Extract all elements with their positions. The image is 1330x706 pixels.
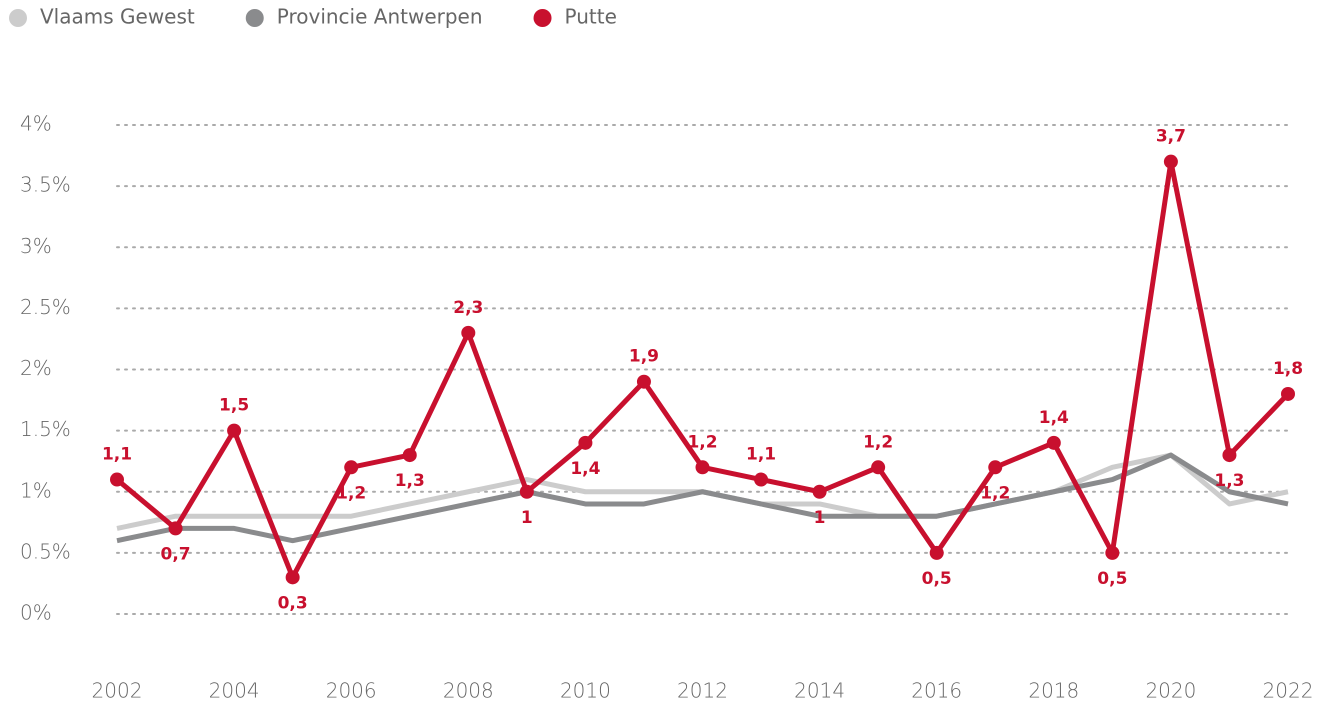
data-point	[754, 472, 769, 487]
data-point	[695, 460, 710, 475]
y-tick-label: 2%	[20, 356, 52, 380]
data-label: 1,3	[1214, 471, 1244, 491]
y-tick-label: 0%	[20, 601, 52, 625]
data-point	[1163, 154, 1178, 169]
x-tick-label: 2010	[560, 679, 611, 703]
y-tick-label: 1.5%	[20, 417, 71, 441]
data-point	[519, 484, 534, 499]
x-tick-label: 2014	[794, 679, 845, 703]
data-point	[1046, 435, 1061, 450]
data-point	[929, 545, 944, 560]
x-tick-label: 2018	[1028, 679, 1079, 703]
data-label: 1	[814, 508, 826, 528]
x-tick-label: 2008	[443, 679, 494, 703]
legend-label: Vlaams Gewest	[40, 5, 195, 29]
data-label: 1,8	[1273, 359, 1303, 379]
legend-marker	[9, 9, 27, 27]
legend-marker	[245, 9, 264, 27]
x-tick-label: 2016	[911, 679, 962, 703]
data-label: 0,5	[1097, 569, 1127, 589]
data-label: 1	[521, 508, 533, 528]
data-point	[110, 472, 124, 487]
y-tick-label: 1%	[20, 478, 52, 502]
data-label: 1,1	[102, 445, 132, 465]
data-point	[988, 460, 1003, 475]
data-point	[812, 484, 827, 499]
x-tick-label: 2020	[1145, 679, 1196, 703]
data-point	[1105, 545, 1120, 560]
legend-marker	[533, 9, 552, 27]
data-label: 2,3	[453, 298, 483, 318]
data-point	[1281, 386, 1295, 401]
data-point	[168, 521, 183, 536]
data-point	[1222, 448, 1237, 463]
data-label: 1,2	[687, 432, 717, 452]
y-tick-label: 0.5%	[20, 539, 71, 563]
data-label: 1,2	[863, 432, 893, 452]
data-point	[344, 460, 359, 475]
data-label: 1,2	[980, 483, 1010, 503]
data-point	[636, 374, 651, 389]
data-label: 1,5	[219, 396, 249, 416]
data-label: 3,7	[1156, 127, 1186, 147]
y-tick-label: 4%	[20, 112, 52, 136]
data-point	[578, 435, 593, 450]
legend-label: Putte	[565, 5, 617, 29]
data-label: 1,2	[336, 483, 366, 503]
x-tick-label: 2006	[326, 679, 377, 703]
data-label: 1,4	[1039, 408, 1069, 428]
data-label: 0,7	[160, 544, 190, 564]
data-label: 1,9	[629, 347, 659, 367]
y-tick-label: 2.5%	[20, 295, 71, 319]
data-label: 1,4	[570, 459, 600, 479]
x-tick-label: 2004	[209, 679, 260, 703]
data-point	[871, 460, 886, 475]
legend-label: Provincie Antwerpen	[277, 5, 483, 29]
y-tick-label: 3%	[20, 234, 52, 258]
data-point	[402, 448, 417, 463]
data-point	[461, 325, 476, 340]
data-point	[285, 570, 300, 585]
x-tick-label: 2012	[677, 679, 728, 703]
data-label: 1,3	[395, 471, 425, 491]
data-point	[227, 423, 242, 438]
y-tick-label: 3.5%	[20, 173, 71, 197]
data-label: 1,1	[746, 445, 776, 465]
data-label: 0,3	[278, 593, 308, 613]
data-label: 0,5	[922, 569, 952, 589]
x-tick-label: 2002	[92, 679, 143, 703]
x-tick-label: 2022	[1263, 679, 1314, 703]
